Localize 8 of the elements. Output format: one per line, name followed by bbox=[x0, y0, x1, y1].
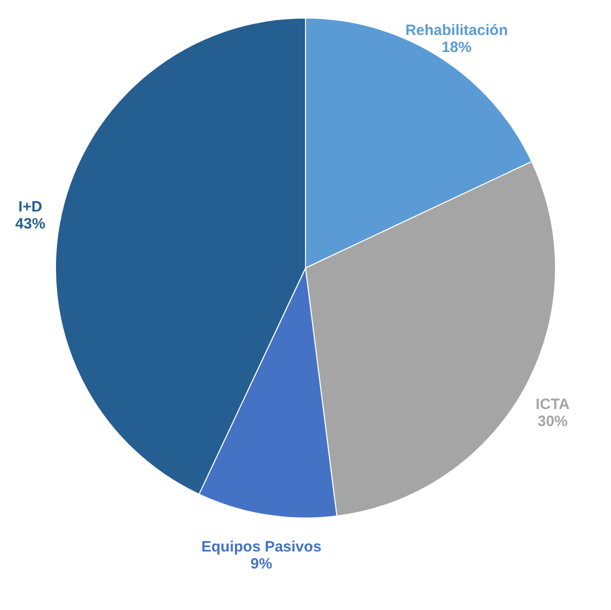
data-label: 43% bbox=[15, 215, 46, 232]
slice-label: Equipos Pasivos bbox=[201, 538, 322, 556]
slice-label: ICTA bbox=[536, 396, 570, 413]
data-label: 18% bbox=[442, 38, 472, 56]
data-label: 9% bbox=[250, 556, 272, 573]
slice-label: Rehabilitación bbox=[405, 22, 508, 39]
slice-label: I+D bbox=[18, 198, 42, 216]
data-label: 30% bbox=[538, 412, 568, 430]
